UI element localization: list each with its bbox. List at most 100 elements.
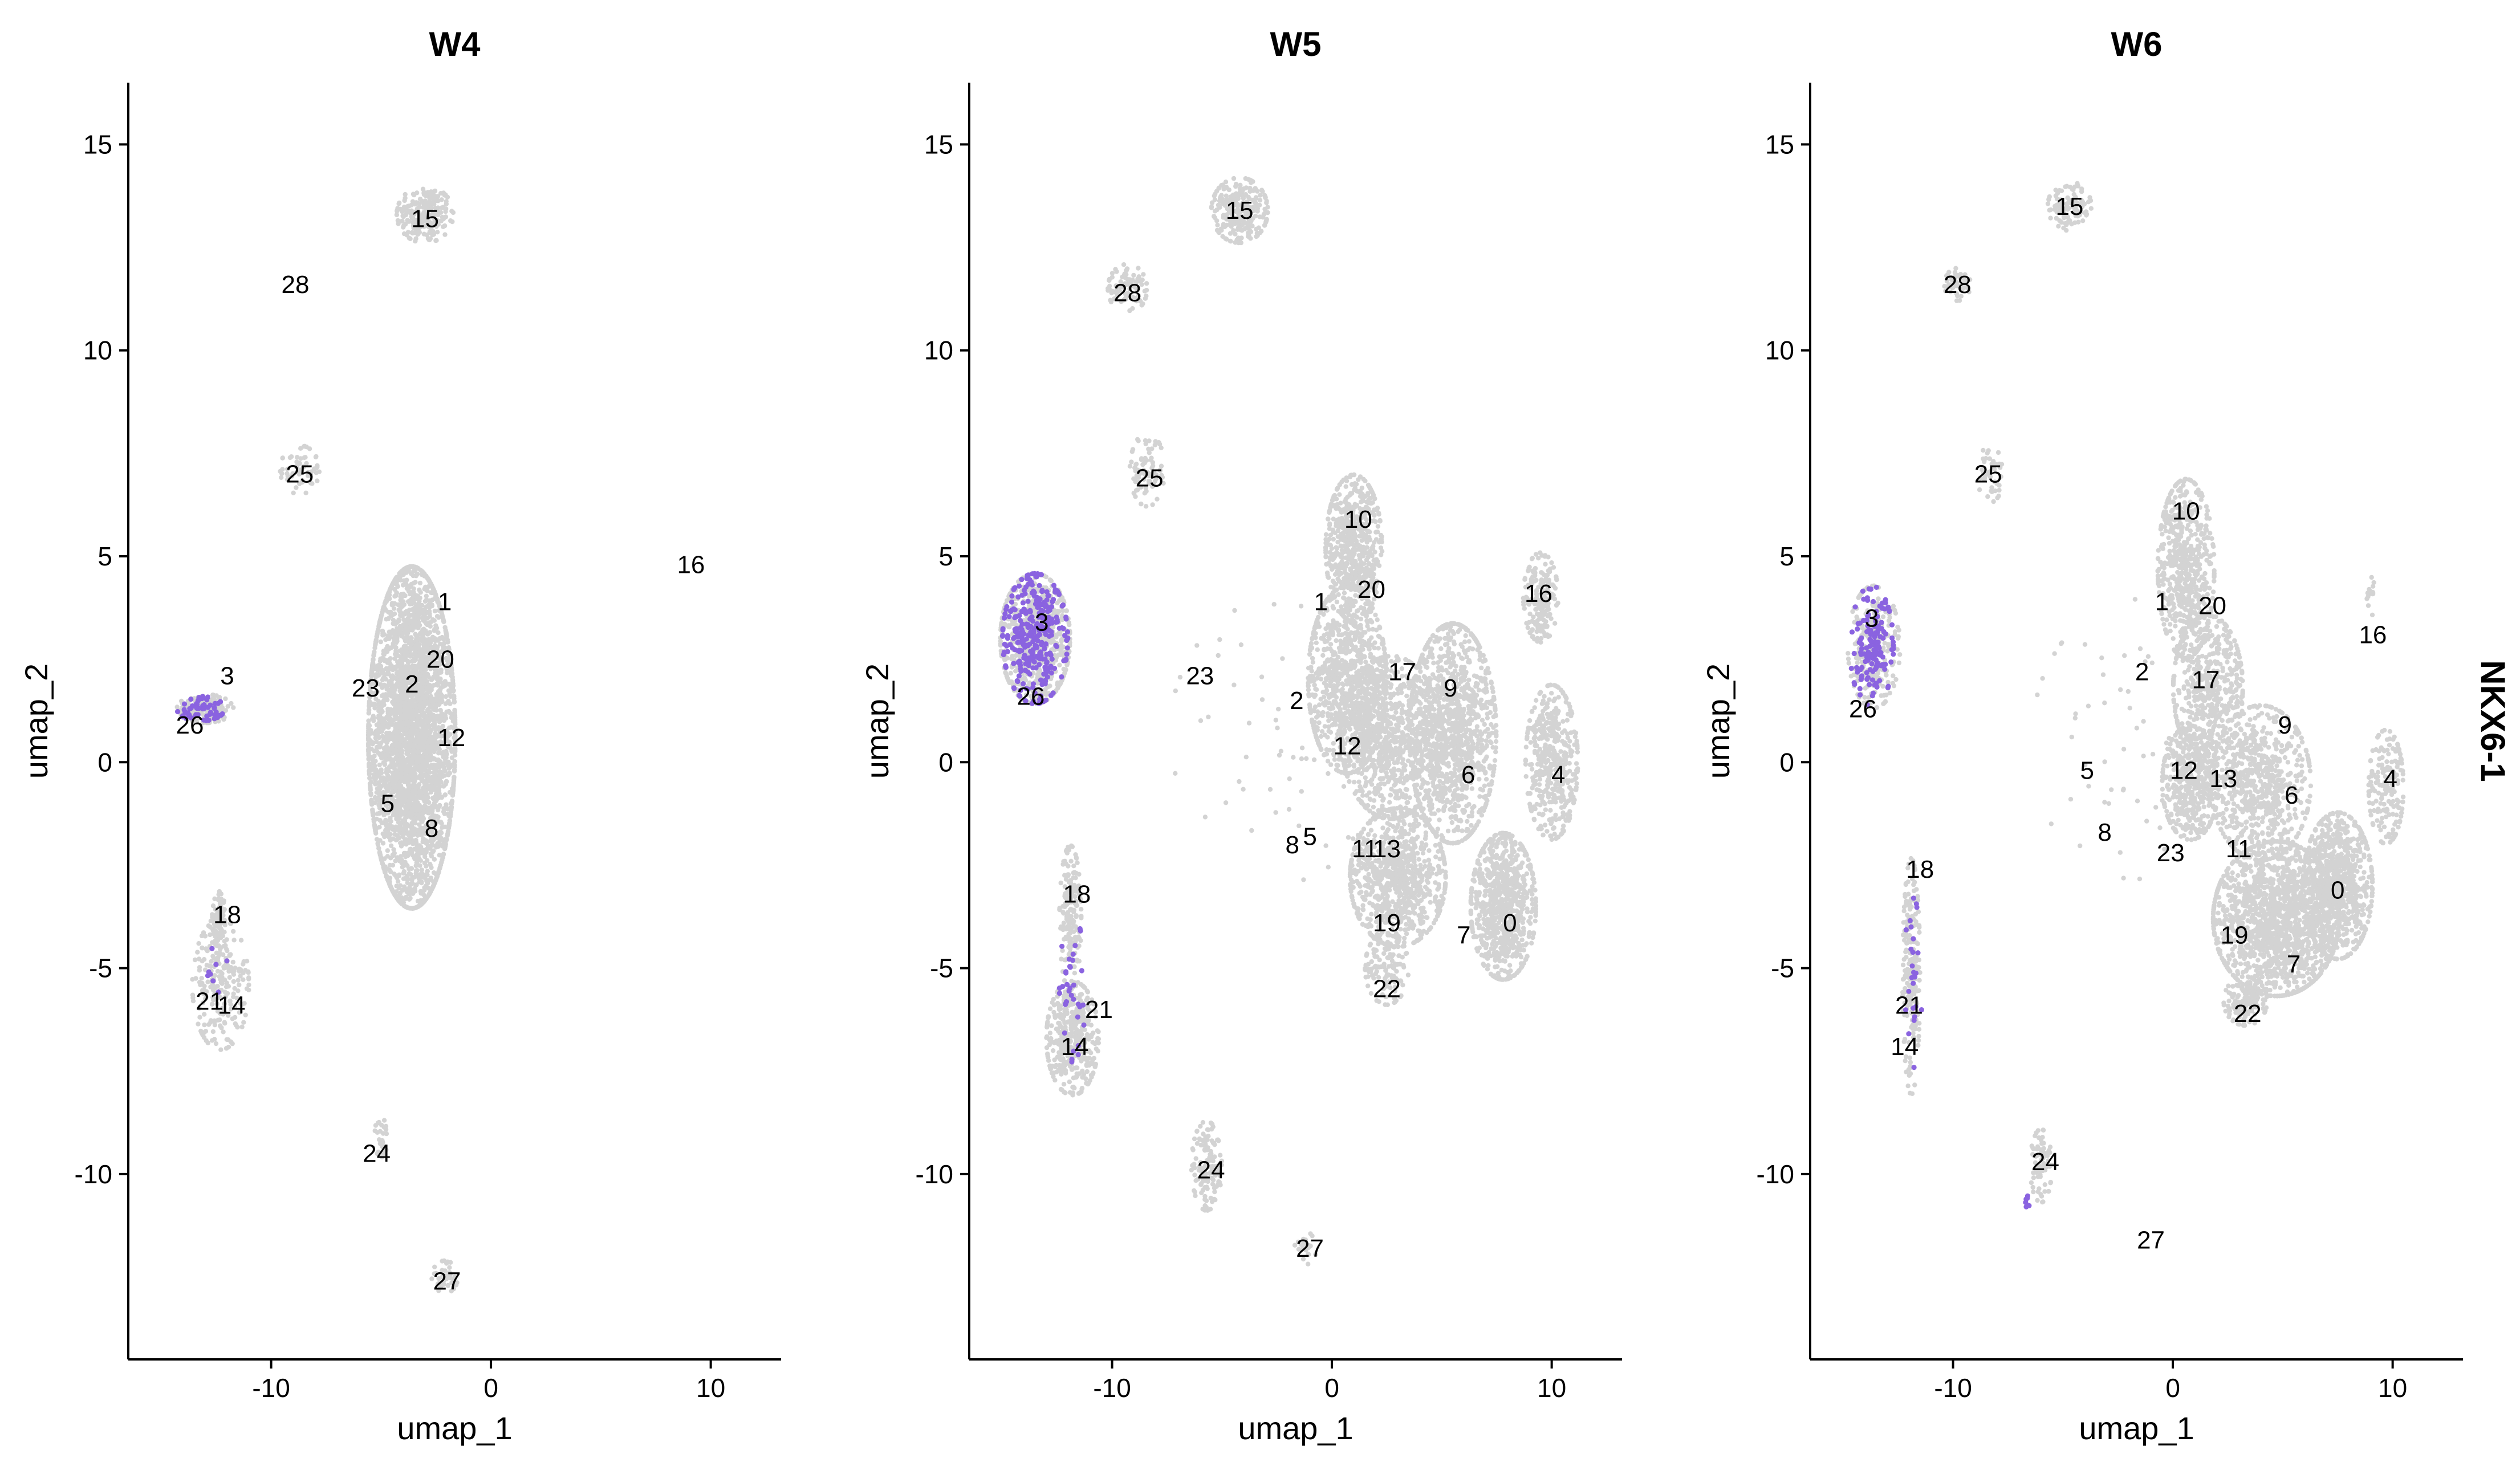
cell-point [1236,240,1241,246]
x-tick-label: -10 [252,1373,290,1403]
cell-point [393,873,398,878]
cell-point [303,455,308,460]
cell-point [397,688,403,694]
cell-point [414,565,419,570]
cell-point [417,702,422,708]
cell-point [1107,283,1112,288]
expressing-cell-point [213,962,219,967]
cell-point [410,756,415,761]
cell-point [365,735,371,741]
cell-point [444,630,449,636]
cell-point [393,711,399,717]
cell-point [208,1018,214,1023]
cell-point [394,756,399,761]
cell-point [215,968,221,974]
cell-point [421,727,426,732]
cell-point [441,224,446,229]
cell-point [422,764,428,770]
cell-point [405,583,410,589]
cell-point [401,870,406,876]
cell-point [431,848,436,853]
cell-point [393,705,399,711]
cell-point [1256,225,1261,230]
cell-point [394,664,399,669]
cell-point [430,585,436,591]
cell-point [426,701,431,706]
cell-point [437,636,442,641]
cell-point [421,190,426,196]
cell-point [373,735,378,741]
cell-point [1217,205,1222,210]
cell-point [433,733,438,739]
cell-point [384,769,389,775]
cell-point [223,984,229,989]
cell-point [417,637,422,642]
cell-point [210,1038,215,1043]
cell-point [426,800,432,805]
y-tick-label: 10 [83,336,112,365]
cell-point [372,824,377,830]
cell-point [1113,267,1118,272]
cell-point [307,446,312,451]
cell-point [1212,193,1217,198]
cell-point [411,703,416,708]
cell-point [414,750,420,755]
cell-point [421,674,426,679]
cell-point [376,627,381,632]
cell-point [220,705,225,710]
cell-point [315,465,320,470]
cell-point [441,616,446,622]
panel-w5: W5 umap_1 umap_2 -10 0 10151050-5-10152825… [859,25,1622,1446]
cell-point [413,812,419,817]
expressing-cell-point [224,958,230,964]
cell-point [231,705,236,710]
cell-point [392,656,397,661]
cell-point [380,633,385,638]
cell-point [405,706,410,712]
cell-point [395,620,400,625]
cell-point [428,875,433,881]
cell-point [426,578,432,583]
cell-point [202,1029,207,1035]
cell-point [392,580,397,585]
cluster-label: 12 [437,724,465,752]
cell-point [195,950,200,955]
cell-point [426,779,431,784]
cell-point [174,704,180,710]
cluster-label: 2 [405,670,418,698]
cell-point [219,1025,224,1031]
cell-point [411,726,417,731]
cell-point [366,756,371,761]
cell-point [404,823,409,828]
cell-point [220,933,225,939]
cell-point [1260,189,1265,194]
cell-point [452,715,458,720]
cell-point [1121,272,1127,278]
points-layer [998,176,1580,1266]
cell-point [443,209,448,214]
cell-point [1265,210,1270,215]
cell-point [437,769,442,775]
cell-point [385,877,391,882]
cell-point [413,868,419,873]
cell-point [429,590,434,596]
cell-point [433,764,438,769]
cell-point [200,958,205,964]
cell-point [213,1041,219,1046]
cell-point [401,578,407,583]
cell-point [419,880,424,886]
cell-point [380,719,385,725]
cell-point [427,736,433,742]
cell-point [230,959,235,965]
cell-point [409,612,414,618]
cell-point [381,865,386,870]
cell-point [443,694,449,699]
cell-point [414,803,420,809]
cell-point [368,783,373,788]
expressing-cell-point [193,704,200,710]
cell-point [406,813,412,818]
cell-point [1217,198,1222,203]
cell-point [442,811,447,816]
cell-point [426,598,432,604]
cell-point [434,787,440,792]
